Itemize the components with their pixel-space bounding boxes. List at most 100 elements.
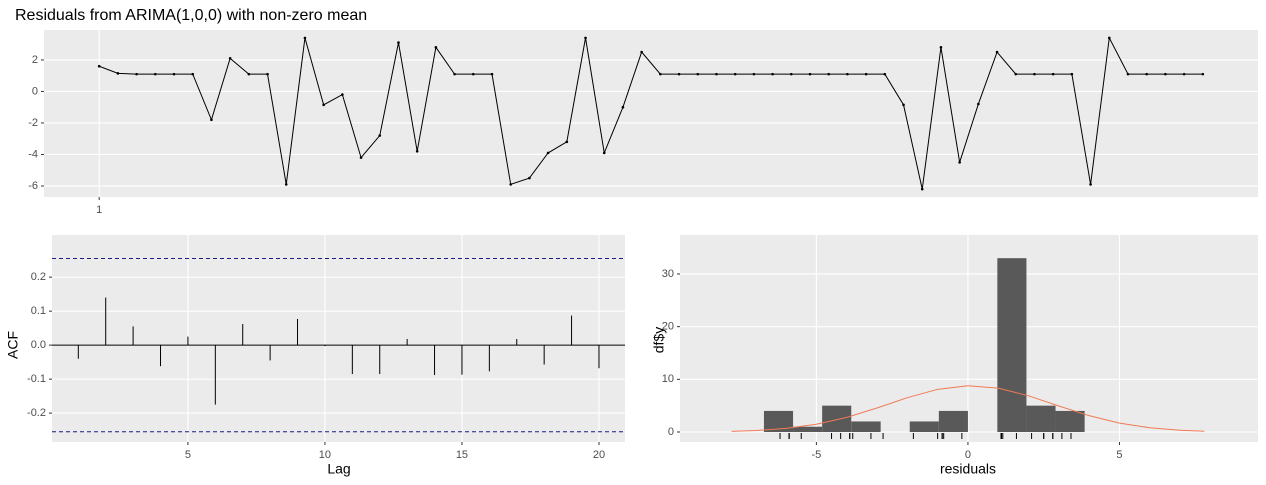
point [789,72,793,76]
point [677,72,681,76]
histogram-bar [1055,410,1085,432]
point [490,72,494,76]
histogram-bar [822,405,852,432]
point [977,102,980,106]
y-tick-label: 0.2 [31,271,46,283]
y-tick-label: 10 [662,373,674,385]
point [303,36,307,40]
y-tick-label: -0.1 [27,373,46,385]
y-tick-label: -0.2 [27,407,46,419]
point [958,161,961,164]
point [659,72,662,76]
point [1033,72,1036,76]
point [397,41,400,44]
x-tick-label: 5 [185,449,191,461]
y-tick-label: 0.0 [31,339,46,351]
point [902,103,905,107]
point [733,72,737,76]
point [341,93,344,96]
point [116,72,120,75]
point [640,50,643,54]
point [808,72,812,76]
point [266,72,269,76]
x-tick-label: -5 [812,449,822,461]
point [1070,72,1074,76]
point [153,72,157,76]
point [415,150,419,153]
histogram-bar [1026,405,1056,432]
histogram-bar [851,421,881,432]
plot-background [680,235,1258,442]
y-axis-title: ACF [5,331,21,359]
series-line [99,36,1203,190]
point [135,72,138,76]
point [453,72,456,76]
chart-title: Residuals from ARIMA(1,0,0) with non-zer… [15,7,367,24]
y-tick-label: -6 [28,180,38,192]
point [846,72,849,76]
point [1164,72,1167,76]
point [1107,36,1111,40]
point [752,72,756,76]
point [771,72,774,76]
y-tick-label: 0 [32,85,38,97]
point [1014,72,1018,76]
point [528,176,531,180]
y-tick-label: 0.1 [31,305,46,317]
x-tick-label: 15 [456,449,468,461]
y-tick-label: 30 [662,268,674,280]
x-tick-label: 5 [1116,449,1122,461]
point [715,72,718,76]
x-axis-title: residuals [940,461,996,477]
point [1201,72,1205,76]
point [1182,72,1186,76]
point [883,72,887,76]
histogram-bar [763,410,794,432]
histogram-bar [793,426,823,432]
point [359,156,363,159]
point [602,151,606,155]
point [471,72,475,76]
point [228,57,232,60]
point [621,105,625,109]
plot-background [44,30,1258,197]
point [247,72,251,76]
point [920,187,924,191]
x-tick-label: 1 [96,204,102,216]
x-axis-title: Lag [327,461,350,477]
y-tick-label: -2 [28,117,38,129]
point [1051,72,1055,76]
point [97,64,101,68]
point [864,72,868,76]
density-curve [731,385,1205,432]
point [1145,72,1149,76]
x-tick-label: 20 [593,449,605,461]
point [1089,183,1092,186]
point [378,134,382,137]
point [584,36,587,40]
point [565,140,569,144]
y-tick-label: 0 [668,426,674,438]
histogram-bar [909,421,939,432]
histogram-bar [997,258,1027,432]
point [434,46,438,49]
point [284,183,288,186]
x-tick-label: 10 [319,449,331,461]
point [509,183,513,186]
y-tick-label: 20 [662,321,674,333]
point [546,151,550,155]
point [827,72,831,76]
x-tick-label: 0 [965,449,971,461]
point [210,118,213,122]
point [939,46,943,49]
y-tick-label: -4 [28,148,38,160]
point [995,50,999,54]
point [172,72,176,76]
y-tick-label: 2 [32,54,38,66]
histogram-bar [938,410,968,432]
point [322,103,325,107]
point [1126,72,1130,76]
point [696,72,700,76]
point [191,72,195,76]
